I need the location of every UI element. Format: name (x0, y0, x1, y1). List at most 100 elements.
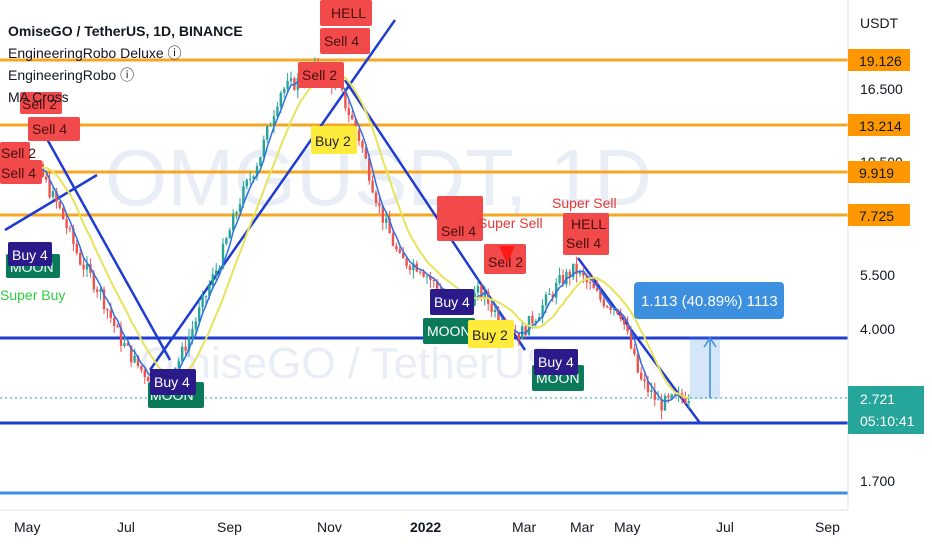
candle-body (531, 315, 534, 324)
candle-body (140, 365, 143, 371)
signal-hell-top: HELL (320, 0, 372, 26)
signal-sell2-jan: Sell 2 (484, 244, 526, 274)
svg-text:Sell 2: Sell 2 (302, 67, 337, 83)
candle-body (79, 253, 82, 265)
measure-tool[interactable]: 1.113 (40.89%) 1113 (634, 282, 784, 399)
candle-body (619, 313, 622, 320)
candle-body (72, 228, 75, 244)
symbol-title[interactable]: OmiseGO / TetherUS, 1D, BINANCE (8, 23, 243, 39)
candle-body (262, 139, 265, 157)
indicator-ma-cross[interactable]: MA Cross (8, 89, 69, 105)
candle-body (429, 276, 432, 281)
measure-label-box (634, 282, 784, 319)
candle-body (102, 289, 106, 310)
candle-body (99, 289, 102, 292)
candle-body (395, 245, 398, 250)
svg-text:HELL: HELL (331, 5, 366, 21)
candle-body (640, 372, 643, 380)
candle-body (55, 191, 58, 202)
candle-body (361, 141, 364, 148)
signal-sell4-top: Sell 4 (320, 28, 370, 54)
candle-body (68, 228, 72, 230)
candle-body (235, 212, 238, 214)
svg-text:Sell 4: Sell 4 (441, 223, 476, 239)
time-tick-sep: Sep (217, 519, 242, 535)
candle-body (126, 343, 129, 346)
measure-label: 1.113 (40.89%) 1113 (641, 293, 778, 310)
candle-body (405, 258, 408, 267)
candle-body (245, 179, 248, 187)
candle-body (419, 271, 422, 273)
candle-body (184, 346, 187, 351)
candle-body (374, 192, 378, 204)
svg-text:Sell 2: Sell 2 (22, 96, 57, 112)
candle-body (572, 263, 575, 278)
signal-buy4-feb: Buy 4 (430, 289, 474, 315)
candle-body (65, 219, 68, 229)
candle-body (266, 126, 269, 140)
svg-text:Sell 4: Sell 4 (566, 235, 601, 251)
svg-text:Buy 4: Buy 4 (12, 247, 48, 263)
candle-body (221, 243, 225, 269)
svg-text:Buy 4: Buy 4 (434, 294, 470, 310)
candle-body (388, 218, 391, 234)
candle-body (283, 88, 286, 93)
trend-line-1 (4, 173, 98, 232)
candle-body (119, 327, 123, 347)
candle-body (228, 230, 231, 239)
candle-body (412, 263, 415, 271)
candle-body (82, 264, 85, 270)
sell-arrow-icon (499, 246, 515, 264)
candle-body (517, 332, 520, 340)
candle-body (561, 275, 565, 285)
candle-body (568, 271, 571, 278)
signal-moon-feb: MOON (423, 318, 475, 344)
time-tick-sep-2: Sep (815, 519, 840, 535)
svg-text:HELL: HELL (571, 216, 606, 232)
candle-body (130, 345, 133, 363)
signal-buy4-apr: Buy 4 (534, 349, 578, 375)
candle-body (391, 233, 395, 246)
candle-body (551, 294, 554, 298)
price-tick-4000: 4.000 (860, 321, 895, 337)
candle-body (177, 360, 180, 368)
candle-body (606, 306, 609, 308)
price-axis[interactable]: USDT 16.500 10.500 5.500 4.000 1.700 19.… (847, 0, 924, 510)
candle-body (344, 89, 347, 109)
indicator-engineeringrobo-deluxe[interactable]: EngineeringRobo Deluxe ⓘ (8, 45, 182, 61)
candle-body (623, 319, 626, 325)
candle-body (51, 191, 55, 198)
candle-body (116, 325, 119, 328)
candle-body (381, 205, 384, 223)
candle-body (279, 92, 282, 107)
candle-body (653, 390, 656, 400)
candle-body (62, 207, 65, 220)
signal-buy4-jul: Buy 4 (150, 369, 196, 395)
price-tick-5500: 5.500 (860, 267, 895, 283)
candle-body (687, 401, 690, 403)
candle-body (609, 306, 612, 310)
time-axis[interactable]: May Jul Sep Nov 2022 Mar Mar May Jul Sep (0, 509, 848, 535)
candle-body (422, 271, 425, 277)
candle-body (612, 309, 616, 311)
candle-body (354, 119, 357, 131)
indicator-engineeringrobo[interactable]: EngineeringRobo ⓘ (8, 67, 135, 83)
time-tick-2022: 2022 (410, 519, 441, 535)
candle-body (534, 321, 537, 324)
candle-body (670, 394, 673, 398)
candle-body (218, 268, 221, 271)
candle-body (497, 309, 500, 323)
candle-body (555, 283, 558, 298)
time-tick-may: May (14, 519, 40, 535)
candle-body (191, 328, 194, 337)
candle-body (629, 331, 633, 349)
candle-body (480, 286, 483, 298)
time-tick-nov: Nov (317, 519, 342, 535)
candle-body (96, 289, 99, 292)
candle-body (133, 355, 136, 363)
svg-text:Buy 2: Buy 2 (472, 327, 508, 343)
candle-body (371, 180, 374, 193)
candle-body (548, 294, 551, 296)
